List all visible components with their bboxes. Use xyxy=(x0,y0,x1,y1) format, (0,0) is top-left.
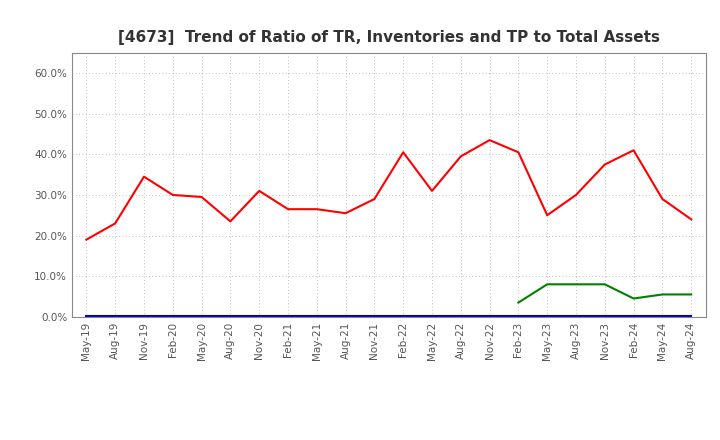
Inventories xyxy=(456,314,465,319)
Line: Trade Receivables: Trade Receivables xyxy=(86,140,691,240)
Trade Receivables xyxy=(312,206,321,212)
Trade Receivables xyxy=(543,213,552,218)
Trade Receivables xyxy=(82,237,91,242)
Trade Receivables xyxy=(370,196,379,202)
Trade Receivables xyxy=(111,221,120,226)
Trade Receivables xyxy=(226,219,235,224)
Inventories xyxy=(140,314,148,319)
Inventories xyxy=(312,314,321,319)
Trade Receivables xyxy=(197,194,206,200)
Inventories xyxy=(226,314,235,319)
Trade Payables xyxy=(543,282,552,287)
Trade Receivables xyxy=(255,188,264,194)
Trade Receivables xyxy=(456,154,465,159)
Inventories xyxy=(658,314,667,319)
Trade Receivables xyxy=(514,150,523,155)
Title: [4673]  Trend of Ratio of TR, Inventories and TP to Total Assets: [4673] Trend of Ratio of TR, Inventories… xyxy=(118,29,660,45)
Inventories xyxy=(485,314,494,319)
Inventories xyxy=(168,314,177,319)
Trade Receivables xyxy=(168,192,177,198)
Line: Trade Payables: Trade Payables xyxy=(518,284,691,303)
Trade Receivables xyxy=(658,196,667,202)
Trade Receivables xyxy=(428,188,436,194)
Trade Receivables xyxy=(485,137,494,143)
Trade Payables xyxy=(572,282,580,287)
Inventories xyxy=(514,314,523,319)
Trade Receivables xyxy=(341,211,350,216)
Inventories xyxy=(284,314,292,319)
Trade Payables xyxy=(687,292,696,297)
Inventories xyxy=(370,314,379,319)
Trade Payables xyxy=(658,292,667,297)
Inventories xyxy=(197,314,206,319)
Trade Receivables xyxy=(284,206,292,212)
Inventories xyxy=(543,314,552,319)
Inventories xyxy=(255,314,264,319)
Trade Receivables xyxy=(687,216,696,222)
Trade Receivables xyxy=(629,148,638,153)
Trade Receivables xyxy=(140,174,148,180)
Inventories xyxy=(629,314,638,319)
Trade Receivables xyxy=(399,150,408,155)
Inventories xyxy=(572,314,580,319)
Trade Receivables xyxy=(572,192,580,198)
Inventories xyxy=(82,314,91,319)
Inventories xyxy=(600,314,609,319)
Trade Receivables xyxy=(600,162,609,167)
Inventories xyxy=(111,314,120,319)
Inventories xyxy=(687,314,696,319)
Trade Payables xyxy=(600,282,609,287)
Inventories xyxy=(341,314,350,319)
Trade Payables xyxy=(629,296,638,301)
Trade Payables xyxy=(514,300,523,305)
Inventories xyxy=(428,314,436,319)
Inventories xyxy=(399,314,408,319)
